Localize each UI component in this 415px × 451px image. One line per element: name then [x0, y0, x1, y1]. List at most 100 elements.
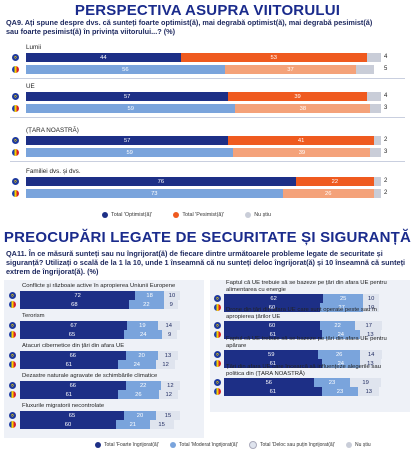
eu-flag-icon — [9, 322, 16, 329]
security-left-bar-ro-3-seg-2: 12 — [159, 390, 179, 399]
security-right-bar-eu-0-seg-0: 62 — [224, 294, 324, 303]
security-right-bar-eu-3-seg-0: 56 — [224, 378, 314, 387]
optimism-bar-eu-1-seg-0: 57 — [26, 92, 229, 101]
optimism-group-label-1: UE — [26, 83, 35, 90]
security-left-bar-eu-0-seg-0: 72 — [20, 291, 136, 300]
security-right-bar-eu-2-seg-1: 26 — [318, 350, 360, 359]
optimism-divider — [10, 78, 405, 79]
romania-flag-icon — [12, 105, 19, 112]
optimism-bar-ro-1-seg-2 — [370, 104, 381, 113]
security-right-bar-eu-1-seg-2: 17 — [355, 321, 383, 330]
security-left-bar-eu-3-seg-1: 22 — [125, 381, 161, 390]
security-left-bar-ro-0: 68 22 9 — [20, 300, 180, 309]
eu-flag-icon — [12, 54, 19, 61]
romania-flag-icon — [12, 149, 19, 156]
security-left-bar-ro-1: 65 24 9 — [20, 330, 180, 339]
romania-flag-icon — [9, 331, 16, 338]
optimism-bar-ro-2-seg-2 — [370, 148, 381, 157]
security-left-bar-ro-1-seg-1: 24 — [124, 330, 163, 339]
optimism-bar-eu-0: 44 53 — [26, 53, 381, 62]
security-left-bar-ro-4: 60 21 15 — [20, 420, 180, 429]
legend-foarte: Total 'Foarte îngrijorat(ă)' — [104, 442, 160, 448]
security-left-bar-eu-4-seg-2: 15 — [156, 411, 180, 420]
optimism-bar-eu-2-seg-2 — [373, 136, 381, 145]
security-right-bar-ro-0: 60 27 10 — [224, 303, 384, 312]
optimism-bar-ro-1-seg-1: 38 — [235, 104, 371, 113]
security-right-bar-eu-1-seg-0: 60 — [224, 321, 320, 330]
security-right-bar-eu-1-seg-1: 22 — [320, 321, 356, 330]
optimism-bar-eu-3-seg-2 — [373, 177, 381, 186]
optimism-bar-eu-3: 76 22 — [26, 177, 381, 186]
section2-legend: Total 'Foarte îngrijorat(ă)' Total 'Mode… — [95, 441, 371, 449]
security-left-bar-eu-2: 66 20 13 — [20, 351, 180, 360]
section1-question: QA9. Ați spune despre dvs. că sunteți fo… — [6, 18, 373, 36]
security-right-bar-eu-3: 56 23 19 — [224, 378, 384, 387]
security-right-bar-ro-2-seg-2: 13 — [359, 359, 381, 368]
legend-pesimist: Total 'Pesimist(ă)' — [182, 212, 225, 218]
legend-moderat: Total 'Moderat îngrijorat(ă)' — [179, 442, 239, 448]
security-left-bar-eu-3-seg-0: 66 — [20, 381, 126, 390]
security-right-bar-ro-1: 61 24 13 — [224, 330, 384, 339]
security-right-label-0: Faptul că UE trebuie să se bazeze pe țăr… — [226, 280, 387, 293]
legend-optimist: Total 'Optimist(ă)' — [111, 212, 153, 218]
security-left-bar-eu-4-seg-1: 20 — [124, 411, 156, 420]
legend-nu-stiu: Nu știu — [254, 212, 271, 218]
optimism-bar-eu-0-value-label: 4 — [384, 54, 388, 60]
legend-deloc: Total 'Deloc sau puțin îngrijorat(ă)' — [259, 442, 336, 448]
romania-flag-icon — [214, 304, 221, 311]
optimism-bar-ro-3-seg-0: 73 — [26, 189, 283, 198]
eu-flag-icon — [9, 352, 16, 359]
security-right-bar-eu-3-seg-1: 23 — [313, 378, 351, 387]
security-left-bar-ro-2-seg-2: 12 — [155, 360, 176, 369]
security-left-bar-eu-3: 66 22 12 — [20, 381, 180, 390]
optimism-bar-eu-3-seg-0: 76 — [26, 177, 296, 186]
eu-flag-icon — [9, 382, 16, 389]
security-right-bar-ro-2-seg-0: 61 — [224, 359, 322, 368]
optimism-bar-eu-1-value-label: 4 — [384, 93, 388, 99]
optimism-bar-ro-1-seg-0: 59 — [26, 104, 236, 113]
security-right-bar-eu-1: 60 22 17 — [224, 321, 384, 330]
security-left-bar-eu-1-seg-1: 19 — [127, 321, 158, 330]
optimism-bar-ro-2-seg-1: 39 — [233, 148, 371, 157]
optimism-bar-eu-2-seg-1: 41 — [228, 136, 374, 145]
eu-flag-icon — [9, 412, 16, 419]
eu-flag-icon — [12, 178, 19, 185]
romania-flag-icon — [214, 360, 221, 367]
optimism-bar-ro-0: 56 37 — [26, 65, 381, 74]
security-left-bar-ro-4-seg-0: 60 — [20, 420, 116, 429]
security-right-bar-eu-2-seg-0: 59 — [224, 350, 319, 359]
security-left-bar-ro-3-seg-0: 61 — [20, 390, 118, 399]
security-left-label-0: Conflicte și războaie active în apropier… — [22, 283, 176, 289]
optimism-bar-ro-3-seg-2 — [373, 189, 381, 198]
optimism-divider — [10, 161, 405, 162]
optimism-bar-eu-0-seg-2 — [366, 53, 381, 62]
eu-flag-icon — [214, 295, 221, 302]
romania-flag-icon — [9, 301, 16, 308]
romania-flag-icon — [214, 331, 221, 338]
romania-flag-icon — [214, 388, 221, 395]
security-right-bar-ro-0-seg-1: 27 — [320, 303, 364, 312]
security-left-bar-eu-0: 72 18 10 — [20, 291, 180, 300]
security-left-bar-ro-1-seg-0: 65 — [20, 330, 124, 339]
security-right-bar-ro-3: 61 23 13 — [224, 387, 384, 396]
security-right-label-1: Drone din țări din afara UE care sunt op… — [226, 307, 377, 320]
security-right-label-3: Țări din afara UE care încearcă să influ… — [226, 364, 381, 377]
security-right-bar-ro-3-seg-1: 23 — [321, 387, 359, 396]
security-left-bar-ro-2-seg-0: 61 — [20, 360, 118, 369]
security-left-bar-ro-4-seg-1: 21 — [116, 420, 150, 429]
legend-nu-stiu-2: Nu știu — [355, 442, 371, 448]
optimism-bar-ro-2-seg-0: 59 — [26, 148, 234, 157]
eu-flag-icon — [214, 351, 221, 358]
security-right-bar-ro-3-seg-0: 61 — [224, 387, 322, 396]
security-right-bar-ro-1-seg-2: 13 — [359, 330, 381, 339]
security-left-label-2: Atacuri cibernetice din țări din afara U… — [22, 343, 125, 349]
security-right-bar-eu-0: 62 25 10 — [224, 294, 384, 303]
security-right-bar-eu-2: 59 26 14 — [224, 350, 384, 359]
section2-question: QA11. În ce măsură sunteți sau nu îngrij… — [6, 249, 406, 276]
security-left-bar-ro-4-seg-2: 15 — [149, 420, 174, 429]
optimism-group-label-3: Familiei dvs. și dvs. — [26, 168, 81, 175]
security-left-label-3: Dezastre naturale agravate de schimbăril… — [22, 373, 158, 379]
eu-flag-icon — [214, 379, 221, 386]
optimism-group-label-2: (ȚARA NOASTRĂ) — [26, 127, 79, 134]
optimism-bar-ro-2: 59 39 — [26, 148, 381, 157]
